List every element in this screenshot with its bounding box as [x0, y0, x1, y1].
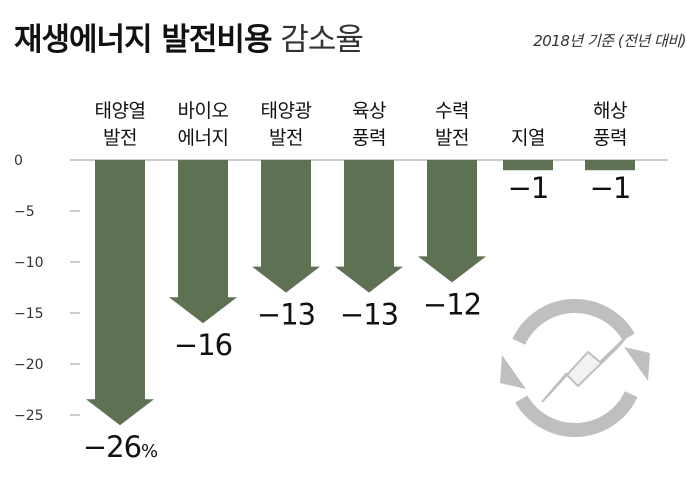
y-tick-label: −10: [14, 255, 44, 271]
bar: [503, 160, 553, 171]
value-label: −16: [174, 328, 232, 362]
lightning-icon: [541, 334, 629, 403]
value-label: −1: [590, 171, 631, 205]
category-label-line: 풍력: [352, 127, 386, 149]
y-tick-label: −25: [14, 408, 44, 424]
bar-arrow: [335, 160, 403, 293]
value-label: −13: [340, 298, 398, 332]
value-label: −26%: [83, 430, 158, 464]
y-tick-label: −5: [14, 204, 35, 220]
bar-arrow: [169, 160, 237, 324]
chart-title-light: 감소율: [280, 22, 364, 58]
chart-title: 재생에너지 발전비용 감소율: [14, 14, 364, 59]
category-label-line: 지열: [511, 127, 545, 149]
value-unit: %: [141, 441, 158, 462]
category-label-line: 수력: [435, 100, 469, 122]
category-label-line: 발전: [103, 127, 137, 149]
category-label-line: 에너지: [178, 127, 229, 149]
category-label-line: 바이오: [178, 100, 229, 122]
bar-arrow: [252, 160, 320, 293]
category-label-line: 태양열: [95, 100, 146, 122]
category-label-line: 발전: [435, 127, 469, 149]
value-label: −12: [423, 287, 481, 321]
icon-arc-top: [512, 298, 635, 345]
value-label: −13: [257, 298, 315, 332]
y-tick-label: −20: [14, 357, 44, 373]
bar: [585, 160, 635, 171]
category-label-line: 풍력: [593, 127, 627, 149]
icon-arc-bottom: [515, 391, 638, 438]
bar-arrow: [86, 160, 154, 426]
category-label-line: 해상: [593, 100, 627, 122]
category-label-line: 육상: [352, 100, 386, 122]
category-label-line: 태양광: [261, 100, 312, 122]
value-label: −1: [508, 171, 549, 205]
value-labels: −26% −16 −13 −13 −12 −1 −1: [83, 171, 632, 464]
category-label-line: 발전: [269, 127, 303, 149]
recycle-lightning-icon: [500, 298, 650, 438]
bar-arrow: [418, 160, 486, 283]
category-label: 지열: [511, 127, 545, 149]
chart-note: 2018년 기준 (전년 대비): [533, 32, 686, 50]
icon-arrowhead: [624, 347, 650, 381]
icon-arrowhead: [500, 355, 526, 389]
y-tick-label: −15: [14, 306, 44, 322]
chart-title-bold: 재생에너지 발전비용: [14, 22, 272, 58]
bars: [86, 160, 635, 426]
y-tick-label: 0: [14, 153, 23, 169]
y-axis: 0 −5 −10 −15 −20 −25: [14, 153, 80, 424]
